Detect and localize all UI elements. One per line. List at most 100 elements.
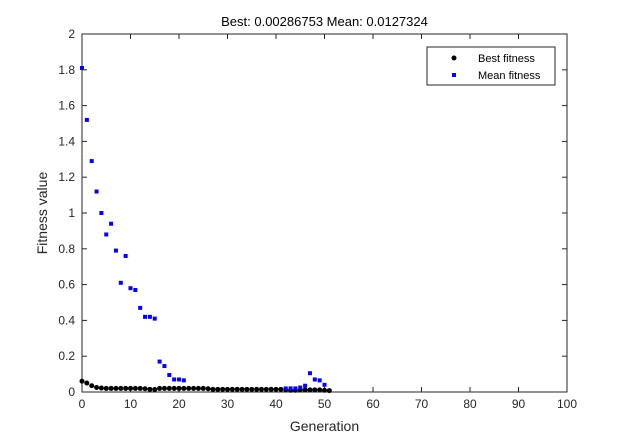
best-fitness-point [147, 386, 153, 392]
best-fitness-point [254, 386, 260, 392]
best-fitness-point [142, 386, 148, 392]
best-fitness-point [118, 385, 124, 391]
legend-label-mean: Mean fitness [478, 70, 541, 82]
best-fitness-point [94, 385, 100, 391]
best-fitness-point [263, 386, 269, 392]
best-fitness-point [215, 386, 221, 392]
best-fitness-point [195, 385, 201, 391]
best-fitness-point [181, 385, 187, 391]
x-tick-label: 60 [366, 397, 380, 411]
mean-fitness-point [138, 305, 143, 310]
best-fitness-point [79, 378, 85, 384]
best-fitness-point [205, 386, 211, 392]
mean-fitness-point [317, 378, 322, 383]
x-tick-label: 100 [557, 397, 577, 411]
mean-fitness-point [94, 189, 99, 194]
best-fitness-point [244, 386, 250, 392]
best-fitness-point [123, 385, 129, 391]
x-tick-label: 30 [221, 397, 235, 411]
x-tick-label: 50 [318, 397, 332, 411]
mean-fitness-point [293, 386, 298, 391]
mean-fitness-point [177, 377, 181, 382]
best-fitness-point [176, 385, 182, 391]
legend-marker-mean [452, 73, 456, 77]
y-tick-label: 0.2 [58, 349, 75, 363]
best-fitness-point [307, 387, 313, 393]
best-fitness-point [302, 387, 308, 393]
best-fitness-point [322, 387, 327, 393]
y-tick-label: 1 [68, 206, 75, 220]
mean-fitness-point [167, 372, 172, 377]
best-fitness-point [161, 385, 167, 391]
best-fitness-point [132, 385, 138, 391]
x-axis-title: Generation [290, 418, 359, 434]
best-fitness-point [278, 386, 284, 392]
best-fitness-point [89, 383, 95, 389]
x-tick-label: 0 [79, 397, 86, 411]
y-tick-label: 0 [68, 385, 75, 399]
x-tick-label: 80 [463, 397, 477, 411]
chart-title: Best: 0.00286753 Mean: 0.0127324 [221, 14, 428, 29]
tick-labels: 0 10 20 30 40 50 60 70 80 90 100 0 0.2 0.4 0.6 0.8 1 1.2 1… [58, 27, 577, 411]
y-tick-label: 0.6 [58, 278, 75, 292]
x-tick-label: 40 [269, 397, 283, 411]
best-fitness-point [108, 385, 114, 391]
mean-fitness-point [133, 287, 138, 292]
best-fitness-point [326, 388, 332, 394]
legend-label-best: Best fitness [478, 53, 535, 65]
best-fitness-point [152, 386, 158, 392]
best-fitness-point [249, 386, 255, 392]
mean-fitness-point [162, 364, 167, 369]
y-tick-label: 1.4 [58, 134, 75, 148]
best-fitness-point [157, 385, 163, 391]
mean-fitness-point [147, 314, 152, 319]
best-fitness-point [191, 385, 197, 391]
best-fitness-point [220, 386, 226, 392]
mean-fitness-point [288, 386, 293, 391]
series-mean-fitness [80, 66, 327, 391]
mean-fitness-point [118, 280, 123, 285]
best-fitness-point [234, 386, 240, 392]
best-fitness-point [239, 386, 245, 392]
mean-fitness-point [143, 314, 148, 319]
y-axis-title: Fitness value [34, 172, 50, 255]
x-tick-label: 20 [172, 397, 186, 411]
best-fitness-point [258, 386, 264, 392]
data-marks [79, 66, 332, 394]
mean-fitness-point [123, 253, 128, 258]
legend: Best fitness Mean fitness [426, 46, 556, 86]
mean-fitness-point [99, 211, 104, 215]
best-fitness-point [84, 380, 90, 386]
y-tick-label: 2 [68, 27, 75, 41]
best-fitness-point [268, 386, 274, 392]
best-fitness-point [229, 386, 235, 392]
mean-fitness-point [157, 359, 162, 364]
y-tick-label: 1.2 [58, 170, 75, 184]
legend-marker-best [451, 55, 457, 61]
legend-box [426, 46, 556, 86]
best-fitness-point [128, 385, 133, 391]
x-tick-label: 90 [512, 397, 526, 411]
mean-fitness-point [152, 316, 157, 321]
best-fitness-point [317, 387, 323, 393]
best-fitness-point [98, 385, 104, 391]
y-tick-label: 0.8 [58, 242, 75, 256]
best-fitness-point [137, 385, 143, 391]
mean-fitness-point [322, 382, 327, 387]
best-fitness-point [171, 385, 177, 391]
best-fitness-point [312, 387, 318, 393]
x-tick-label: 70 [415, 397, 429, 411]
mean-fitness-point [312, 377, 317, 382]
best-fitness-point [210, 386, 216, 392]
mean-fitness-point [89, 159, 94, 164]
best-fitness-point [103, 385, 109, 391]
mean-fitness-point [181, 378, 186, 383]
mean-fitness-point [303, 383, 308, 388]
mean-fitness-point [84, 117, 89, 122]
mean-fitness-point [128, 286, 133, 291]
mean-fitness-point [172, 377, 177, 382]
mean-fitness-point [113, 248, 118, 253]
y-tick-label: 1.8 [58, 63, 75, 77]
best-fitness-point [186, 385, 192, 391]
